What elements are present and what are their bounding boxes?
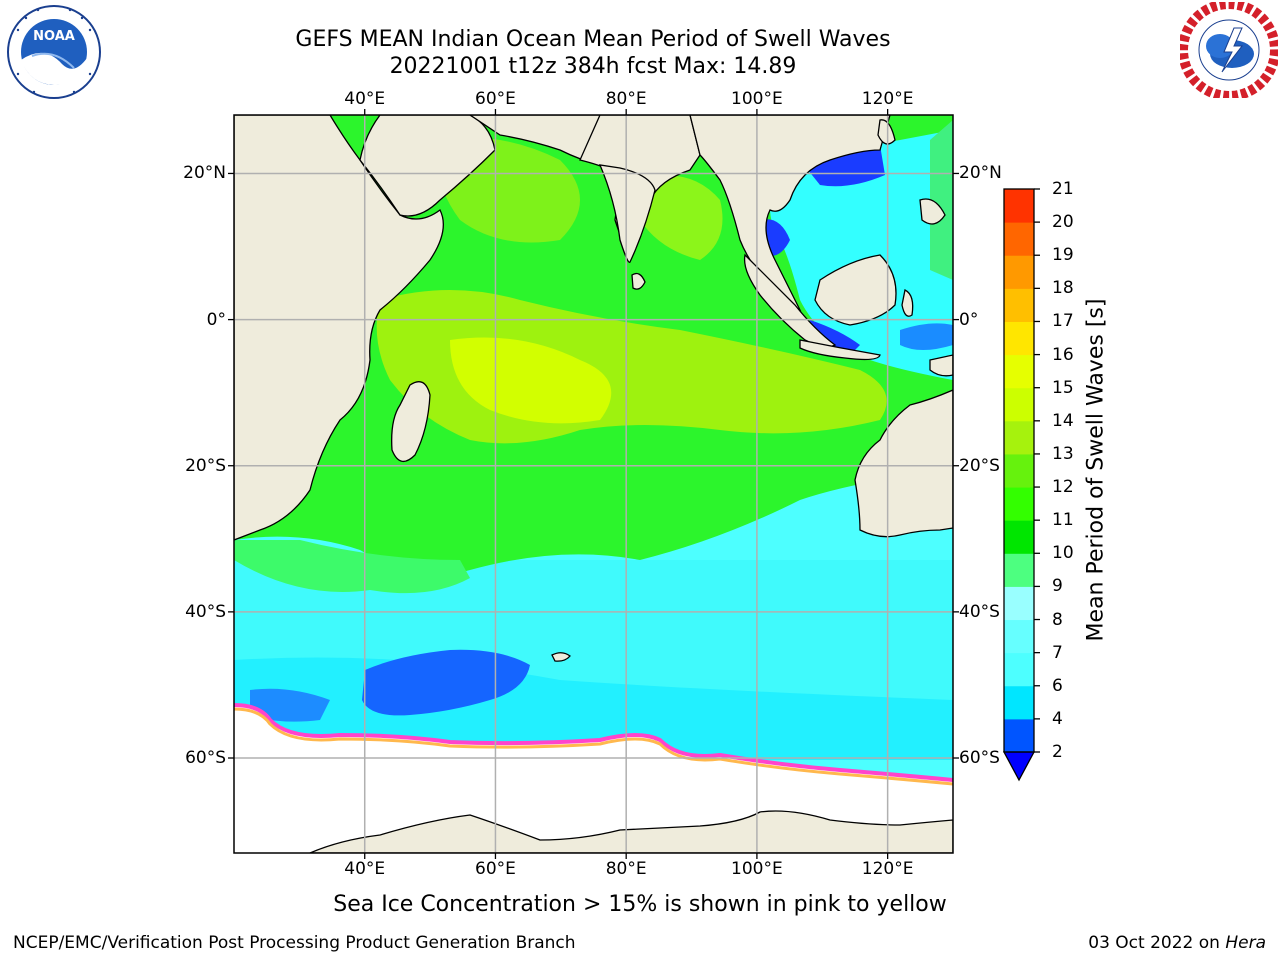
colorbar-label: 18 <box>1052 278 1074 299</box>
colorbar-segment <box>1004 718 1034 753</box>
swell-low-patch <box>362 649 530 716</box>
lat-label-right: 20°S <box>959 455 1000 476</box>
colorbar-label: 6 <box>1052 675 1063 696</box>
lon-label-bottom: 60°E <box>475 859 516 879</box>
india-peninsula <box>598 164 656 263</box>
colorbar-under-triangle <box>1002 751 1036 782</box>
colorbar-segment <box>1004 652 1034 687</box>
colorbar-label: 19 <box>1052 245 1074 266</box>
map-ticks <box>228 109 959 859</box>
colorbar-segment <box>1004 685 1034 720</box>
colorbar-segment <box>1004 453 1034 488</box>
colorbar-label: 11 <box>1052 510 1074 531</box>
colorbar-segment <box>1004 420 1034 455</box>
swell-bay-of-bengal <box>640 175 723 260</box>
lat-label-left: 20°N <box>183 163 226 184</box>
colorbar <box>1002 188 1040 782</box>
map-frame <box>233 114 954 854</box>
africa <box>234 115 444 541</box>
se-asia <box>689 115 891 312</box>
nws-logo <box>1180 2 1278 98</box>
colorbar-segment <box>1004 288 1034 322</box>
colorbar-label: 2 <box>1052 742 1063 762</box>
sri-lanka <box>631 272 646 290</box>
lon-label-bottom: 100°E <box>731 859 783 879</box>
colorbar-label: 9 <box>1052 576 1063 597</box>
colorbar-label: 15 <box>1052 377 1074 398</box>
colorbar-segment <box>1004 387 1034 422</box>
lat-label-right: 60°S <box>959 748 1000 768</box>
lat-label-right: 0° <box>959 309 979 330</box>
colorbar-frame <box>1003 188 1035 753</box>
ice-note: Sea Ice Concentration > 15% is shown in … <box>333 892 947 917</box>
ice-edge-pink <box>234 703 953 782</box>
chart-title: GEFS MEAN Indian Ocean Mean Period of Sw… <box>295 27 891 52</box>
colorbar-segment <box>1004 321 1034 356</box>
lat-label-left: 60°S <box>185 748 226 768</box>
colorbar-segment <box>1004 222 1034 256</box>
colorbar-label: 10 <box>1052 543 1074 564</box>
colorbar-label: 7 <box>1052 642 1063 663</box>
lat-label-left: 20°S <box>185 455 226 476</box>
colorbar-label: 8 <box>1052 609 1063 630</box>
credit-text: NCEP/EMC/Verification Post Processing Pr… <box>13 933 576 953</box>
ice-edge-yellow <box>234 707 953 786</box>
taiwan <box>877 119 896 145</box>
lon-label-bottom: 80°E <box>605 859 647 879</box>
colorbar-segment <box>1004 487 1034 521</box>
arabia <box>359 115 496 217</box>
land <box>234 115 953 853</box>
lon-label-top: 120°E <box>861 89 914 109</box>
swell-pacific-east <box>930 120 953 280</box>
colorbar-segment <box>1004 553 1034 587</box>
lon-label-top: 80°E <box>605 89 647 109</box>
colorbar-label: 16 <box>1052 344 1074 365</box>
date-value: 03 Oct 2022 on <box>1088 933 1226 953</box>
swell-band-transition <box>234 540 470 594</box>
colorbar-segment <box>1004 619 1034 654</box>
graticule <box>234 115 953 853</box>
madagascar <box>391 381 431 462</box>
swell-core-14 <box>450 337 612 424</box>
noaa-logo: NOAA <box>7 5 101 99</box>
colorbar-segment <box>1004 354 1034 389</box>
colorbar-label: 20 <box>1052 212 1074 233</box>
lat-label-left: 0° <box>206 309 226 330</box>
colorbar-label: 12 <box>1052 477 1074 498</box>
lat-label-right: 20°N <box>959 163 1002 184</box>
colorbar-label: 13 <box>1052 443 1074 464</box>
java <box>799 339 881 361</box>
colorbar-label: 14 <box>1052 410 1074 431</box>
colorbar-segment <box>1004 586 1034 621</box>
colorbar-segment <box>1004 255 1034 289</box>
lon-label-top: 100°E <box>731 89 783 109</box>
noaa-ring-dots <box>16 8 92 94</box>
lon-label-bottom: 120°E <box>861 859 914 879</box>
colorbar-label: 17 <box>1052 311 1074 332</box>
colorbar-label: 21 <box>1052 179 1074 199</box>
swell-banda-low <box>900 323 953 350</box>
colorbar-segment <box>1004 520 1034 554</box>
swell-low-patch-west <box>250 688 330 722</box>
lon-label-top: 40°E <box>344 89 386 109</box>
lon-label-bottom: 40°E <box>344 859 386 879</box>
kerguelen <box>551 652 571 662</box>
host-name: Hera <box>1225 933 1266 953</box>
australia <box>854 389 953 538</box>
lat-label-right: 40°S <box>959 601 1000 622</box>
colorbar-segment <box>1004 189 1034 223</box>
antarctica <box>309 810 953 853</box>
colorbar-label: 4 <box>1052 708 1063 729</box>
philippines <box>919 198 946 225</box>
swell-se-asia <box>770 130 953 380</box>
date-text: 03 Oct 2022 on Hera <box>1088 933 1266 953</box>
lat-label-left: 40°S <box>185 601 226 622</box>
chart-subtitle: 20221001 t12z 384h fcst Max: 14.89 <box>389 54 797 79</box>
sulawesi <box>901 289 914 317</box>
noaa-logo-text: NOAA <box>33 29 75 44</box>
lon-label-top: 60°E <box>475 89 516 109</box>
